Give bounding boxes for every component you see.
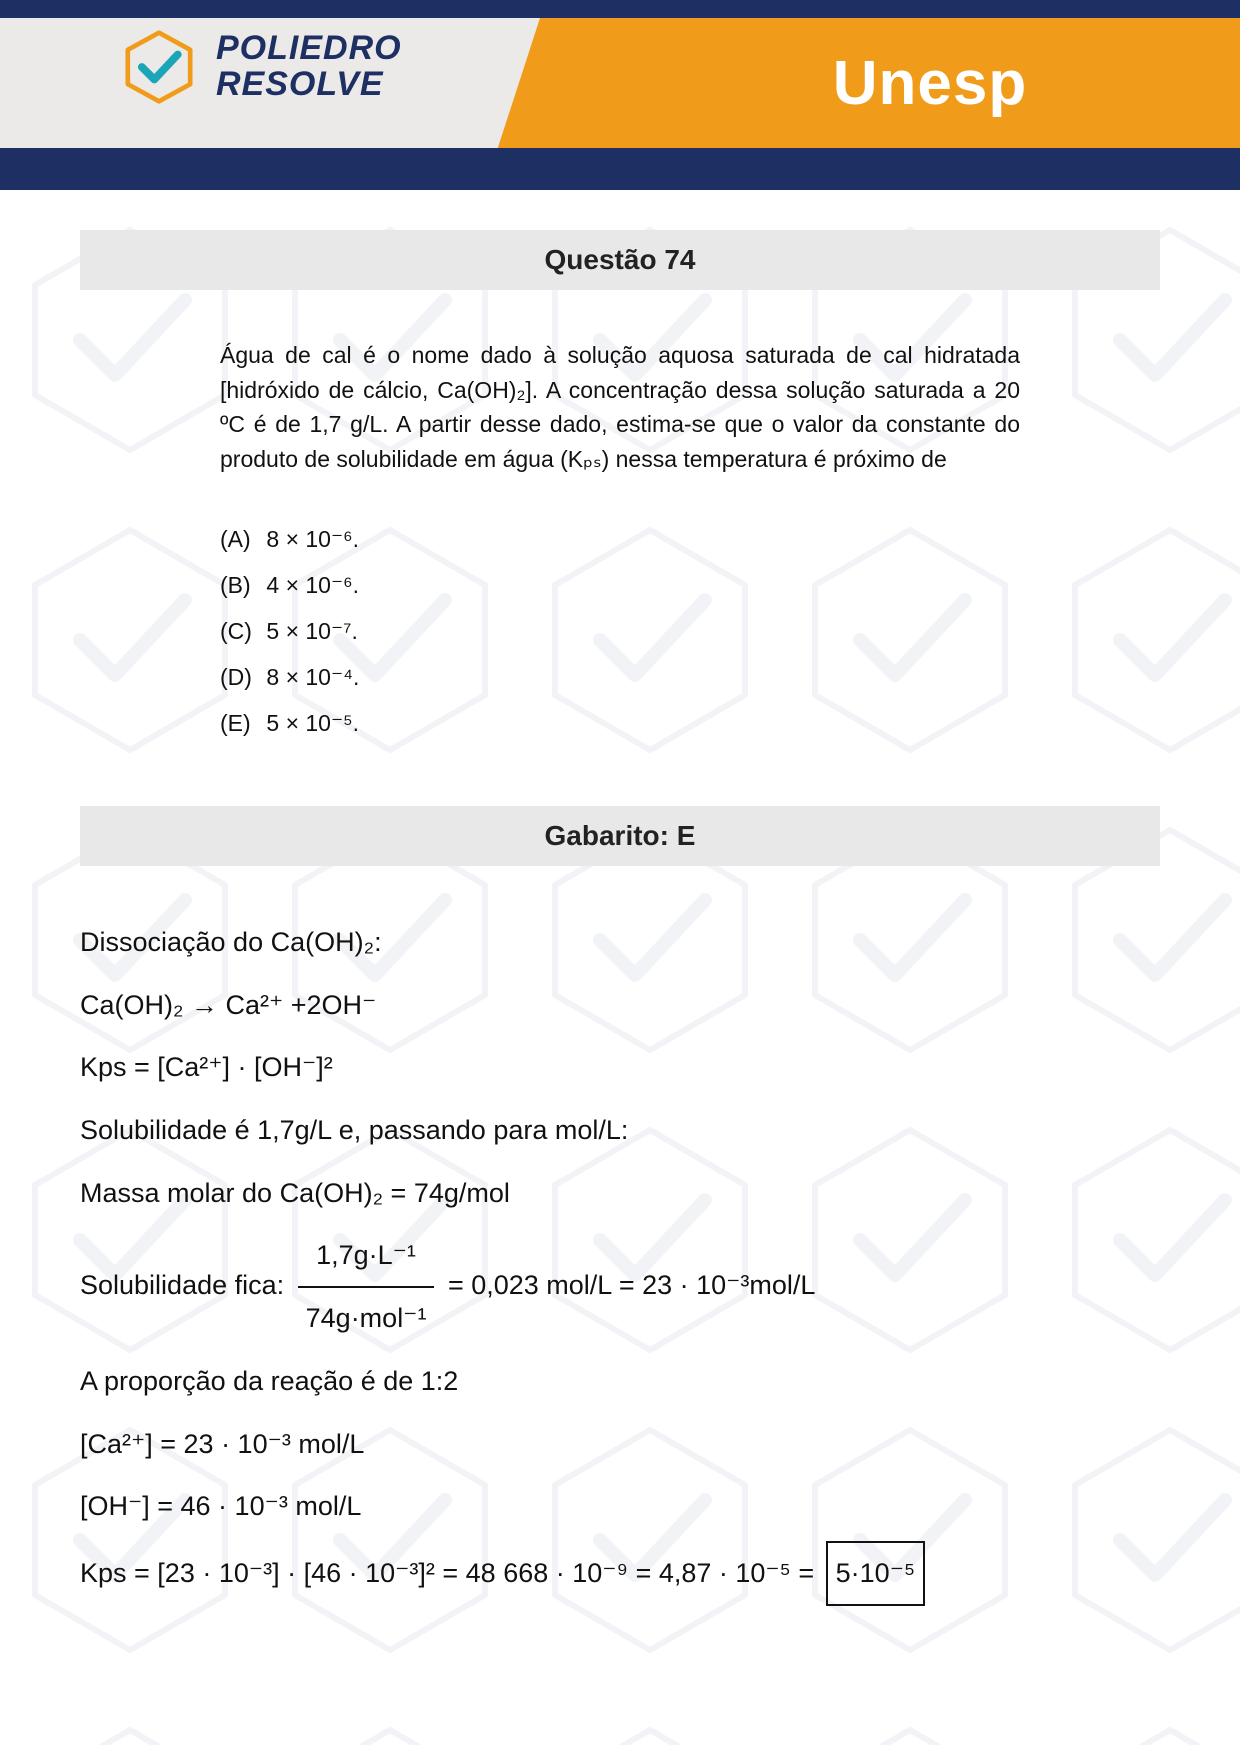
- boxed-answer: 5·10⁻⁵: [826, 1541, 925, 1606]
- alternatives-list: (A) 8 × 10⁻⁶. (B) 4 × 10⁻⁶. (C) 5 × 10⁻⁷…: [220, 516, 1020, 746]
- solution-frac-post: = 0,023 mol/L = 23 · 10⁻³mol/L: [448, 1270, 815, 1300]
- alternative-e: (E) 5 × 10⁻⁵.: [220, 700, 1020, 746]
- alternative-a: (A) 8 × 10⁻⁶.: [220, 516, 1020, 562]
- alternative-d: (D) 8 × 10⁻⁴.: [220, 654, 1020, 700]
- alt-letter: (E): [220, 700, 260, 746]
- solution-line: A proporção da reação é de 1:2: [80, 1353, 1160, 1410]
- brand-block: POLIEDRO RESOLVE: [120, 28, 402, 106]
- solution-line: Ca(OH)₂ → Ca²⁺ +2OH⁻: [80, 977, 1160, 1034]
- solution-line: [OH⁻] = 46 · 10⁻³ mol/L: [80, 1478, 1160, 1535]
- solution-line: [Ca²⁺] = 23 · 10⁻³ mol/L: [80, 1416, 1160, 1473]
- solution-final-pre: Kps = [23 · 10⁻³] · [46 · 10⁻³]² = 48 66…: [80, 1558, 822, 1588]
- header-bottom-stripe: [0, 148, 1240, 190]
- brand-line1: POLIEDRO: [216, 31, 402, 67]
- question-title: Questão 74: [80, 230, 1160, 290]
- alt-letter: (A): [220, 516, 260, 562]
- solution-line: Kps = [Ca²⁺] · [OH⁻]²: [80, 1039, 1160, 1096]
- solution-line-fraction: Solubilidade fica: 1,7g·L⁻¹ 74g·mol⁻¹ = …: [80, 1227, 1160, 1346]
- answer-title: Gabarito: E: [80, 806, 1160, 866]
- fraction-numerator: 1,7g·L⁻¹: [298, 1227, 435, 1288]
- fraction-denominator: 74g·mol⁻¹: [298, 1288, 435, 1347]
- alt-text: 8 × 10⁻⁴.: [266, 664, 359, 690]
- solution-line-final: Kps = [23 · 10⁻³] · [46 · 10⁻³]² = 48 66…: [80, 1541, 1160, 1606]
- header-top-stripe: [0, 0, 1240, 18]
- alt-text: 5 × 10⁻⁷.: [266, 618, 357, 644]
- alternative-c: (C) 5 × 10⁻⁷.: [220, 608, 1020, 654]
- brand-logo-icon: [120, 28, 198, 106]
- alt-text: 8 × 10⁻⁶.: [266, 526, 359, 552]
- question-body: Água de cal é o nome dado à solução aquo…: [220, 338, 1020, 476]
- fraction: 1,7g·L⁻¹ 74g·mol⁻¹: [298, 1227, 435, 1346]
- brand-line2: RESOLVE: [216, 67, 402, 103]
- alt-letter: (D): [220, 654, 260, 700]
- brand-text: POLIEDRO RESOLVE: [216, 31, 402, 102]
- exam-name: Unesp: [620, 18, 1240, 148]
- content-area: Questão 74 Água de cal é o nome dado à s…: [0, 190, 1240, 1745]
- page-header: Unesp POLIEDRO RESOLVE: [0, 0, 1240, 190]
- alt-text: 5 × 10⁻⁵.: [266, 710, 359, 736]
- solution-frac-pre: Solubilidade fica:: [80, 1270, 292, 1300]
- solution-line: Massa molar do Ca(OH)₂ = 74g/mol: [80, 1165, 1160, 1222]
- solution-line: Dissociação do Ca(OH)₂:: [80, 914, 1160, 971]
- solution-line: Solubilidade é 1,7g/L e, passando para m…: [80, 1102, 1160, 1159]
- alt-letter: (B): [220, 562, 260, 608]
- alt-text: 4 × 10⁻⁶.: [266, 572, 359, 598]
- alternative-b: (B) 4 × 10⁻⁶.: [220, 562, 1020, 608]
- solution-body: Dissociação do Ca(OH)₂: Ca(OH)₂ → Ca²⁺ +…: [80, 914, 1160, 1606]
- alt-letter: (C): [220, 608, 260, 654]
